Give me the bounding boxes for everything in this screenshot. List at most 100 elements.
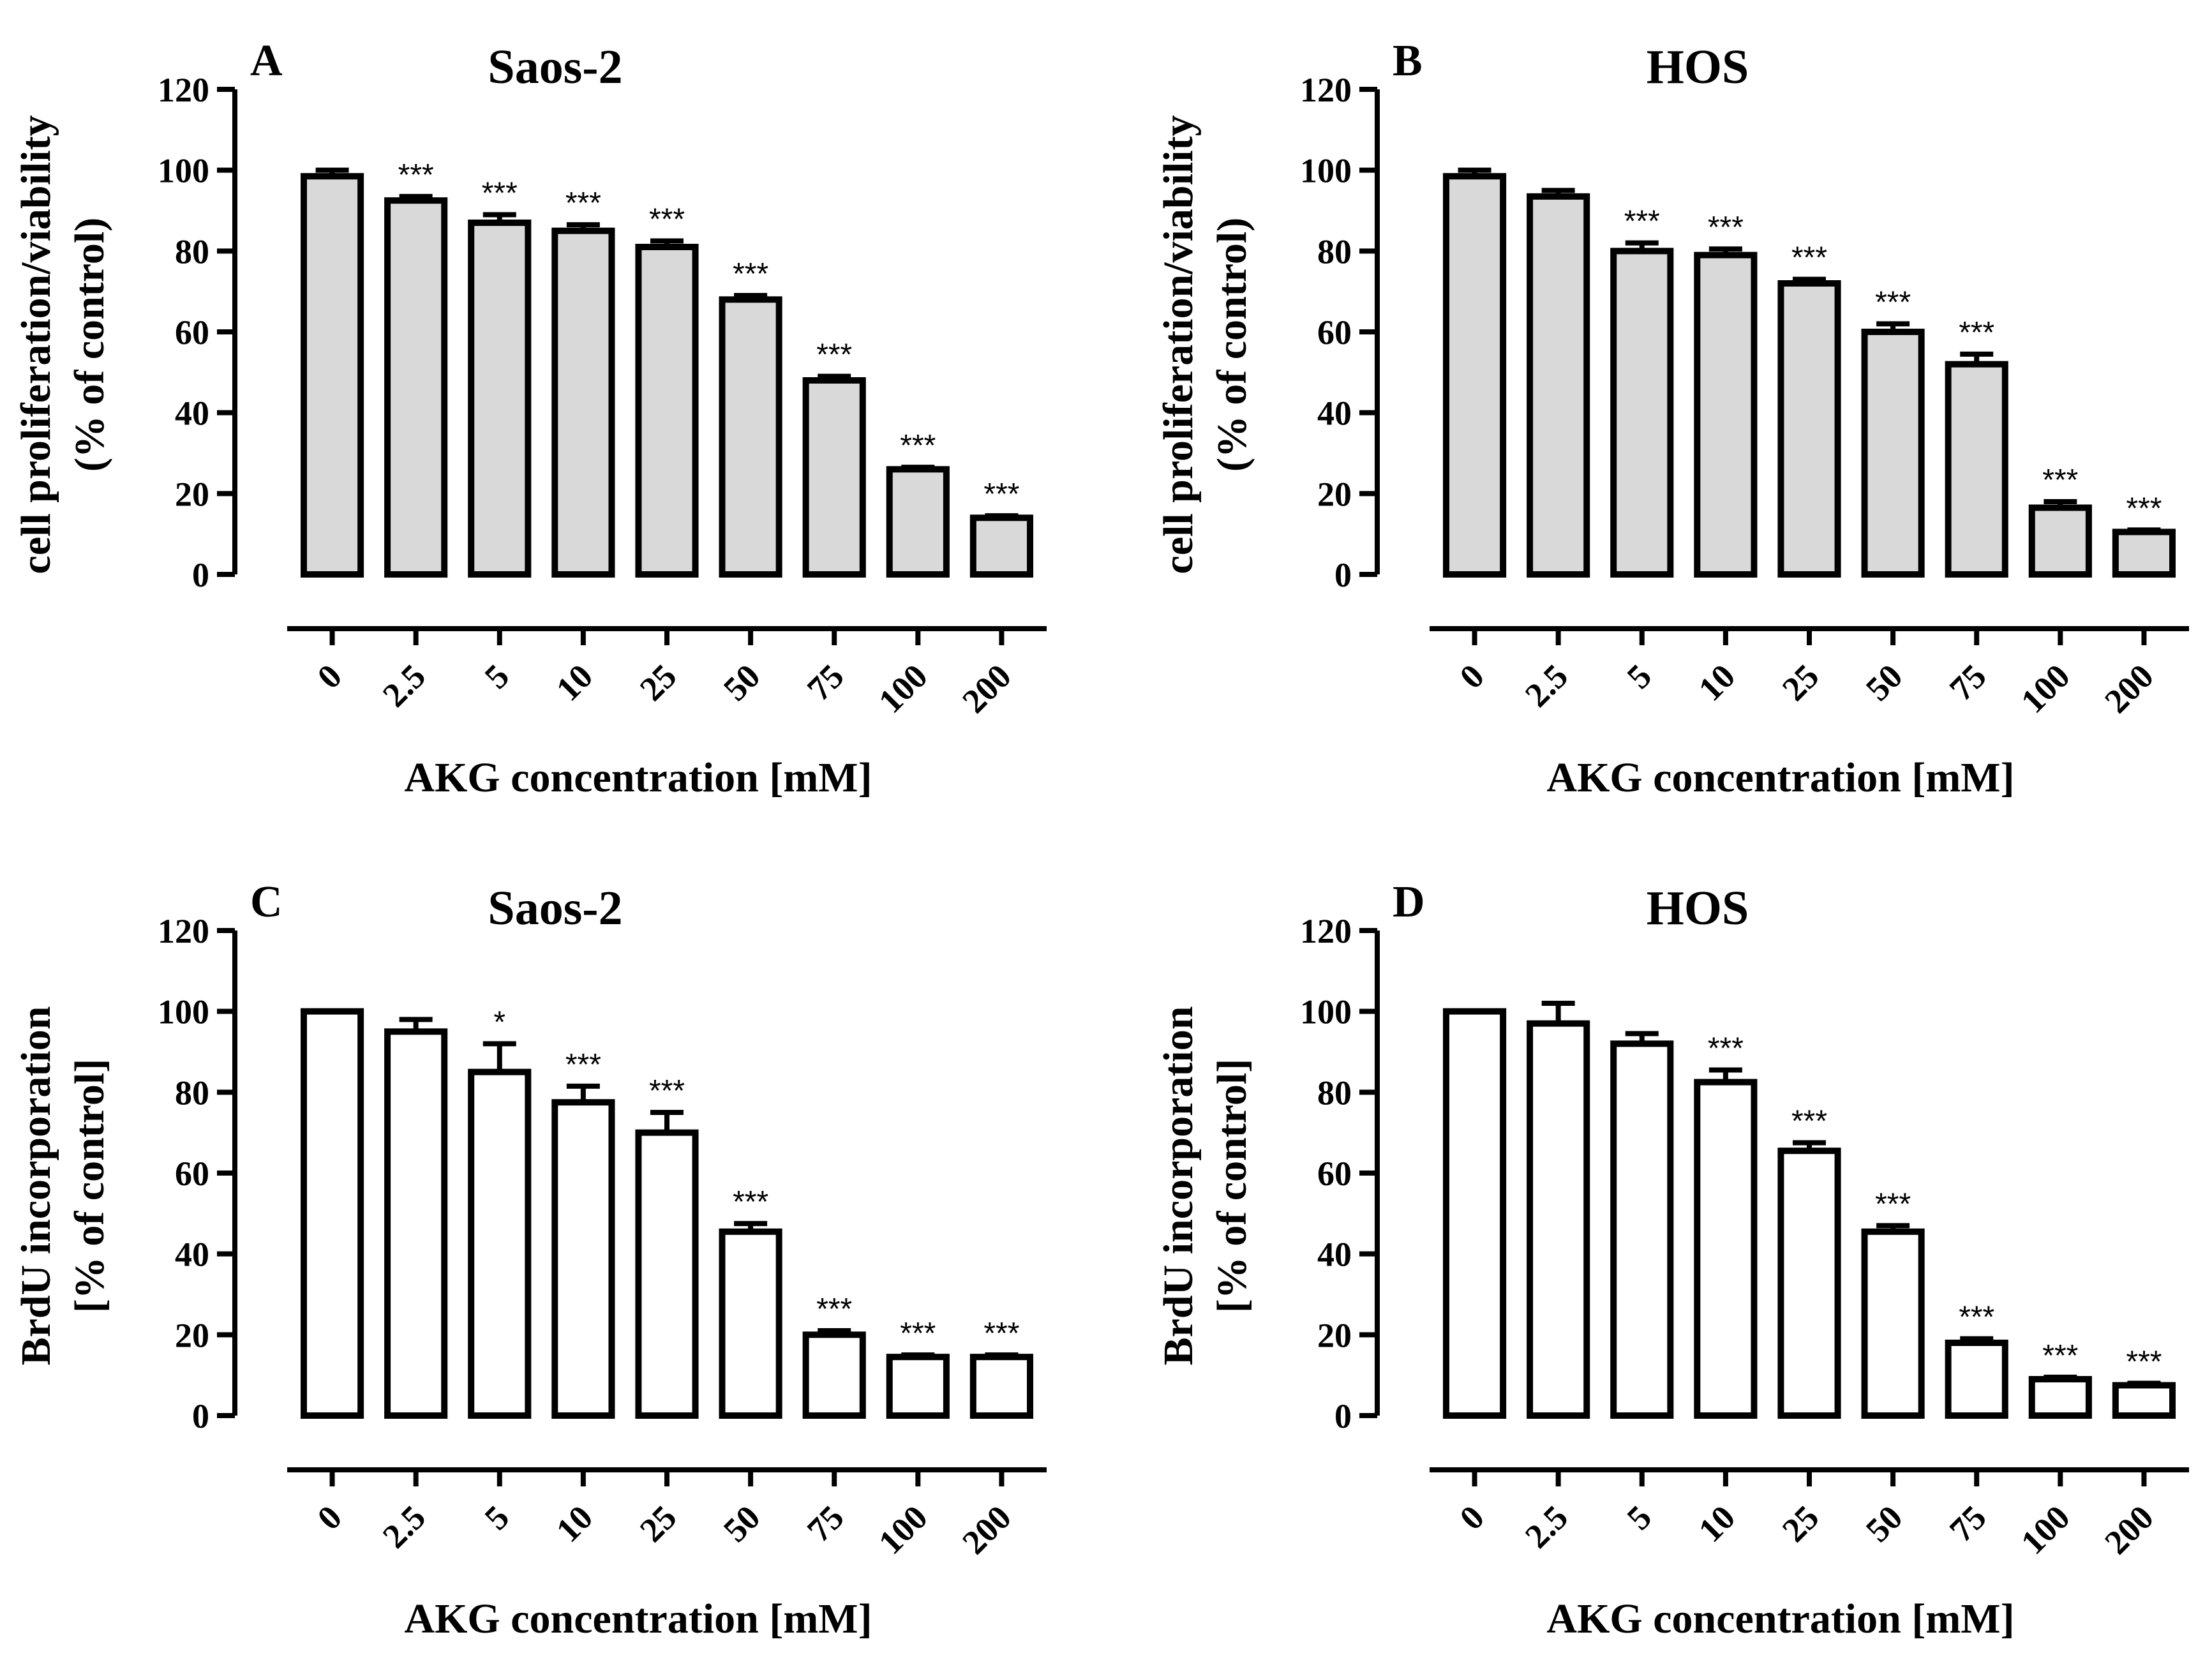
y-tick-label: 60: [1317, 1155, 1352, 1193]
bar: [551, 227, 615, 578]
y-tick-label: 120: [158, 912, 209, 950]
bar: [886, 1354, 950, 1419]
significance-marker: ***: [2126, 491, 2162, 525]
significance-marker: ***: [733, 257, 768, 291]
x-tick-label: 25: [632, 657, 684, 708]
x-tick-label: 50: [1858, 1498, 1910, 1550]
x-tick-label: 50: [1858, 657, 1910, 708]
y-tick-label: 60: [175, 313, 209, 352]
x-tick-label: 0: [1453, 1498, 1492, 1537]
x-tick-label: 25: [632, 1498, 684, 1550]
y-tick-label: 20: [1317, 475, 1352, 513]
y-tick-label: 20: [175, 475, 209, 513]
x-tick-label: 75: [1942, 1498, 1994, 1550]
significance-marker: ***: [816, 338, 852, 372]
bar: [719, 1228, 782, 1419]
x-tick-label: 2.5: [375, 1498, 433, 1555]
y-tick-label: 100: [1300, 993, 1352, 1031]
x-tick-label: 25: [1775, 657, 1827, 708]
bar: [2112, 1382, 2176, 1419]
panel-title: HOS: [1647, 40, 1749, 94]
x-tick-label: 0: [1453, 657, 1492, 696]
significance-marker: ***: [649, 1074, 685, 1108]
x-tick-label: 100: [2014, 1498, 2077, 1562]
x-axis-title: AKG concentration [mM]: [1546, 754, 2014, 801]
significance-marker: ***: [900, 1317, 936, 1350]
significance-marker: ***: [1791, 241, 1827, 275]
significance-marker: ***: [1875, 1187, 1911, 1221]
panel-title: Saos-2: [488, 40, 622, 94]
bar: [886, 466, 950, 578]
bar: [1945, 1340, 2008, 1419]
y-tick-label: 40: [1317, 394, 1352, 433]
significance-marker: ***: [816, 1292, 852, 1326]
significance-marker: ***: [482, 176, 518, 210]
significance-marker: *: [493, 1005, 505, 1039]
y-tick-label: 0: [1334, 1397, 1352, 1435]
y-tick-label: 100: [158, 152, 209, 190]
bar: [300, 1008, 364, 1419]
x-axis-title: AKG concentration [mM]: [1546, 1596, 2014, 1642]
significance-marker: ***: [2042, 1339, 2078, 1373]
panel-letter: C: [250, 878, 283, 927]
y-tick-label: 20: [175, 1316, 209, 1354]
y-tick-label: 100: [158, 993, 209, 1031]
bar: [1861, 1228, 1925, 1419]
y-axis-title: BrdU incorporation: [1155, 1006, 1202, 1366]
x-tick-label: 75: [1942, 657, 1994, 708]
x-tick-label: 10: [1691, 657, 1743, 708]
significance-marker: ***: [1624, 205, 1660, 239]
significance-marker: ***: [398, 158, 434, 192]
x-tick-label: 2.5: [375, 657, 433, 714]
y-tick-label: 0: [192, 1397, 209, 1435]
x-tick-label: 10: [1691, 1498, 1743, 1550]
y-tick-label: 100: [1300, 152, 1352, 190]
x-axis-title: AKG concentration [mM]: [404, 754, 872, 801]
significance-marker: ***: [1875, 285, 1911, 319]
panel-title: HOS: [1647, 881, 1749, 935]
y-axis-title: cell proliferation/viability: [13, 115, 59, 574]
y-tick-label: 40: [1317, 1236, 1352, 1274]
significance-marker: ***: [649, 203, 685, 237]
y-tick-label: 80: [175, 1073, 209, 1112]
x-axis-title: AKG concentration [mM]: [404, 1596, 872, 1642]
bar: [1777, 1148, 1841, 1419]
x-tick-label: 10: [549, 657, 601, 708]
bar: [384, 197, 448, 578]
y-axis-title: BrdU incorporation: [13, 1006, 59, 1366]
x-tick-label: 50: [716, 657, 768, 708]
x-tick-label: 5: [477, 1498, 517, 1537]
bar: [802, 1331, 866, 1419]
x-tick-label: 100: [2014, 657, 2077, 721]
bar: [384, 1028, 448, 1419]
x-tick-label: 100: [871, 657, 935, 721]
significance-marker: ***: [1791, 1105, 1827, 1139]
y-tick-label: 80: [175, 232, 209, 271]
y-axis-title: cell proliferation/viability: [1155, 115, 1202, 574]
panel-letter: D: [1393, 878, 1425, 927]
y-tick-label: 60: [1317, 313, 1352, 352]
y-tick-label: 0: [1334, 556, 1352, 594]
significance-marker: ***: [983, 477, 1019, 511]
x-tick-label: 10: [549, 1498, 601, 1550]
bar: [1442, 1008, 1507, 1419]
bar: [468, 220, 532, 578]
x-tick-label: 200: [2097, 657, 2161, 721]
bar: [635, 1129, 699, 1419]
bar: [468, 1068, 532, 1419]
x-tick-label: 200: [955, 1498, 1019, 1562]
y-tick-label: 80: [1317, 232, 1352, 271]
y-tick-label: 120: [1300, 912, 1352, 950]
x-tick-label: 2.5: [1518, 1498, 1575, 1555]
bar: [1945, 361, 2008, 578]
bar: [1442, 173, 1507, 578]
significance-marker: ***: [1708, 1032, 1744, 1066]
x-tick-label: 75: [800, 1498, 851, 1550]
y-tick-label: 40: [175, 394, 209, 433]
y-axis-title: (% of control): [66, 218, 113, 472]
significance-marker: ***: [565, 1048, 601, 1082]
